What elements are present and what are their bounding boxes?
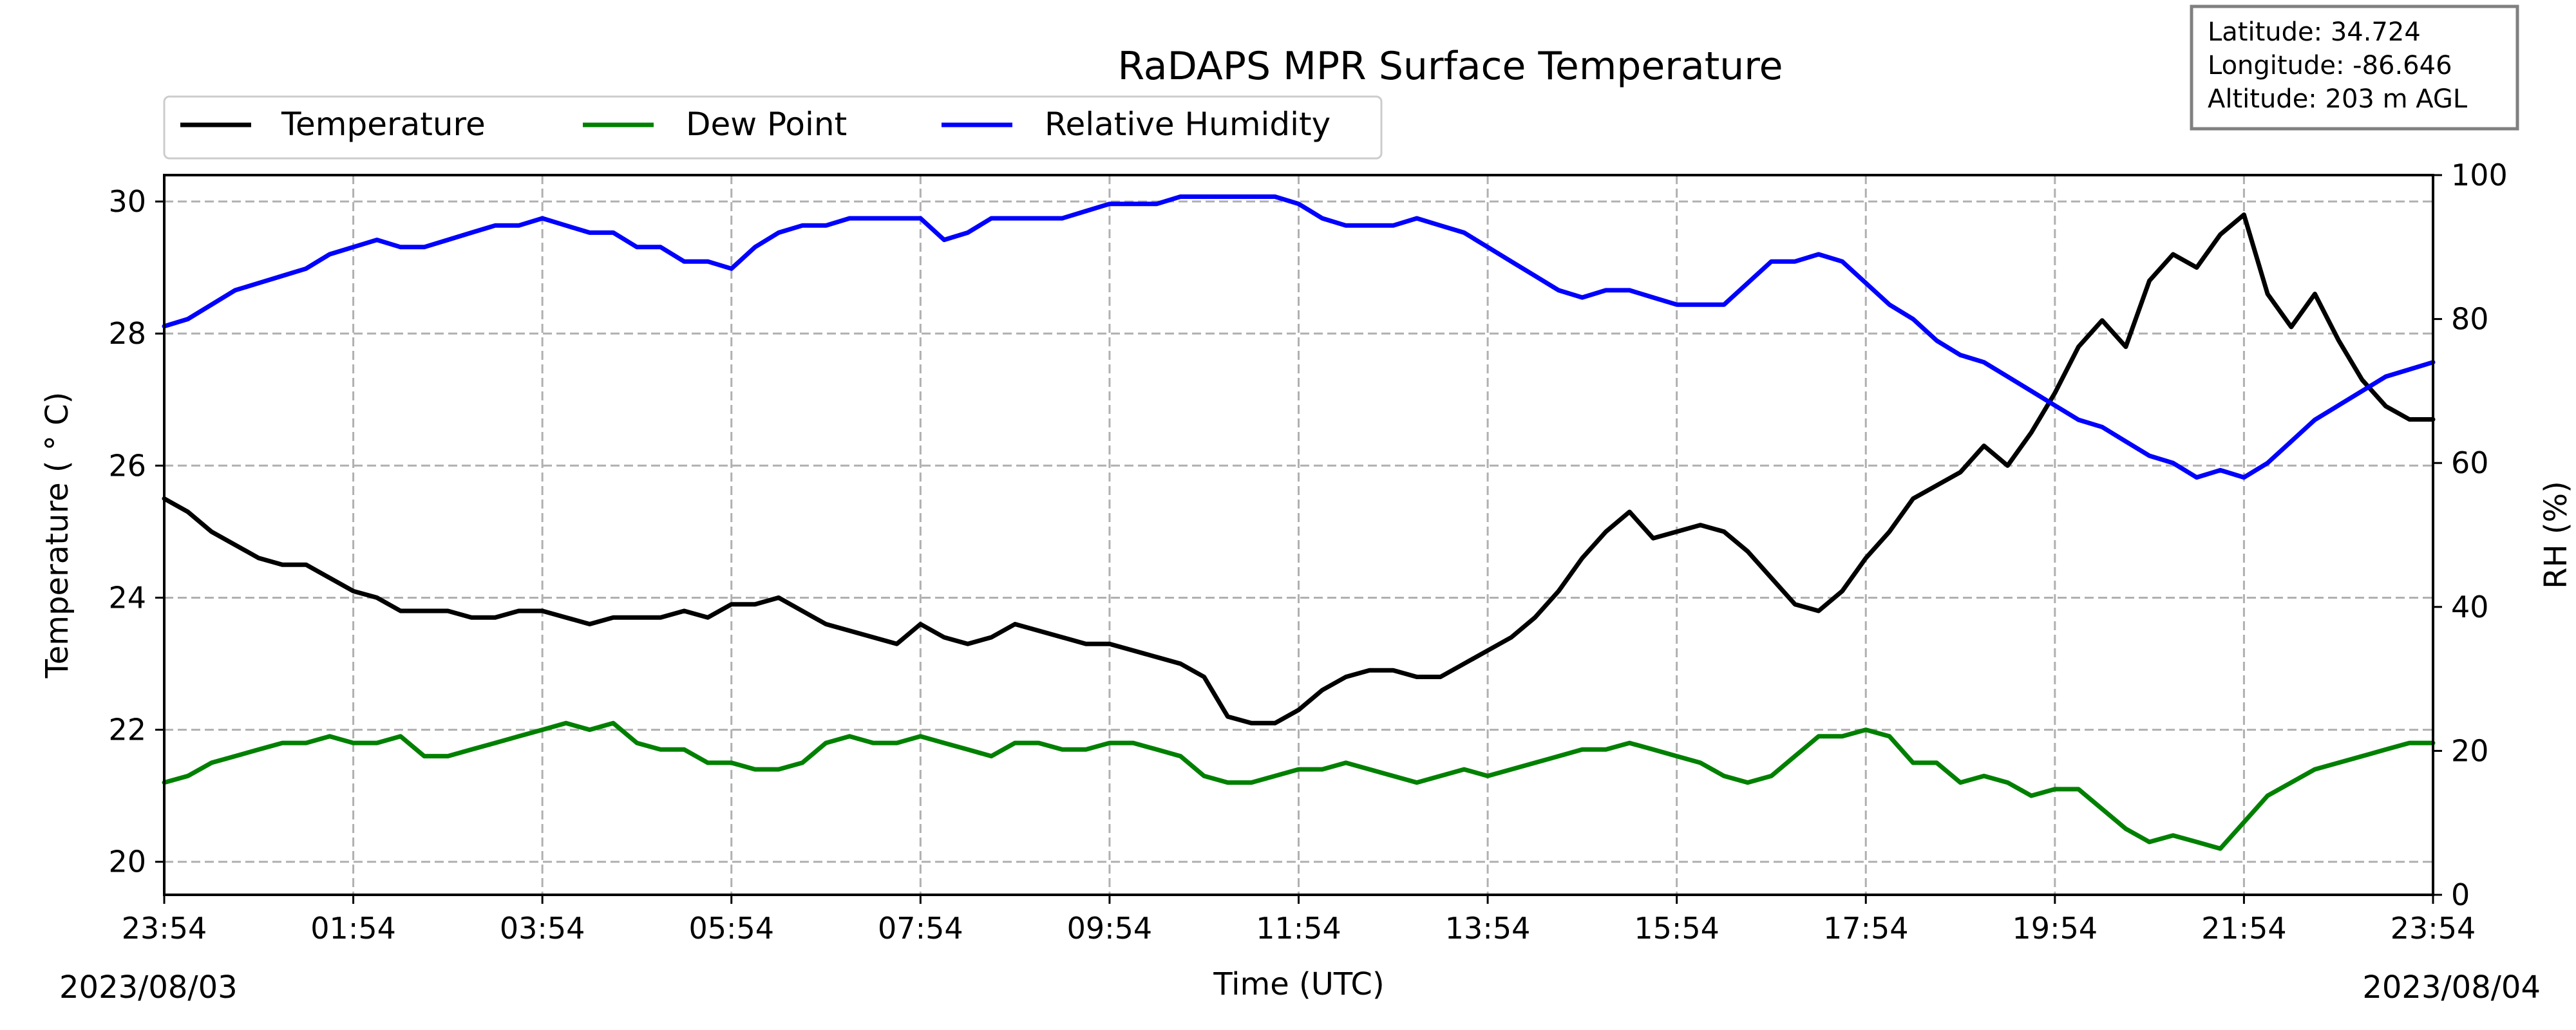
x-ticks: 23:54 01:54 03:54 05:54 07:54 09:54 11:54 13:54… — [122, 895, 2476, 946]
series-line-relative-humidity — [162, 194, 2436, 480]
legend-label-dew-point: Dew Point — [686, 106, 847, 143]
info-box: Latitude: 34.724 Longitude: -86.646 Alti… — [2190, 5, 2519, 131]
x-tick-label: 17:54 — [1823, 911, 1909, 946]
x-tick-label: 01:54 — [310, 911, 396, 946]
y2-tick-label: 80 — [2451, 302, 2489, 337]
end-date-label: 2023/08/04 — [2362, 969, 2541, 1006]
x-tick-label: 13:54 — [1445, 911, 1531, 946]
y2-tick-label: 60 — [2451, 445, 2489, 480]
info-box-frame — [2190, 5, 2519, 131]
series-line-dew-point — [162, 720, 2436, 851]
legend-label-relative-humidity: Relative Humidity — [1045, 106, 1331, 143]
legend: Temperature Dew Point Relative Humidity — [163, 95, 1383, 160]
y-tick-label: 24 — [108, 580, 146, 615]
info-latitude: Latitude: 34.724 — [2208, 17, 2421, 47]
series-lines — [162, 194, 2436, 851]
y2-tick-label: 20 — [2451, 733, 2489, 768]
left-y-ticks: 20 22 24 26 28 30 — [108, 184, 164, 879]
y2-tick-label: 0 — [2451, 877, 2470, 912]
y-tick-label: 26 — [108, 448, 146, 483]
x-tick-label: 03:54 — [500, 911, 585, 946]
series-line-temperature — [162, 212, 2436, 726]
x-tick-label: 19:54 — [2012, 911, 2098, 946]
y-tick-label: 20 — [108, 845, 146, 879]
y2-tick-label: 100 — [2451, 158, 2508, 192]
info-longitude: Longitude: -86.646 — [2208, 51, 2452, 80]
y-tick-label: 28 — [108, 316, 146, 351]
chart-title: RaDAPS MPR Surface Temperature — [1117, 44, 1783, 89]
x-tick-label: 23:54 — [2391, 911, 2476, 946]
right-y-ticks: 0 20 40 60 80 100 — [2433, 158, 2508, 912]
y2-tick-label: 40 — [2451, 590, 2489, 624]
x-axis-label: Time (UTC) — [1213, 966, 1384, 1002]
x-tick-label: 07:54 — [878, 911, 963, 946]
y-axis-label: Temperature ( ° C) — [39, 392, 75, 679]
x-tick-label: 05:54 — [688, 911, 774, 946]
x-tick-label: 21:54 — [2201, 911, 2287, 946]
x-tick-label: 11:54 — [1256, 911, 1341, 946]
x-tick-label: 15:54 — [1634, 911, 1719, 946]
y-tick-label: 22 — [108, 713, 146, 747]
start-date-label: 2023/08/03 — [59, 969, 238, 1006]
grid-lines — [164, 175, 2433, 895]
y2-axis-label: RH (%) — [2538, 481, 2574, 589]
info-altitude: Altitude: 203 m AGL — [2208, 84, 2468, 114]
x-tick-label: 09:54 — [1067, 911, 1153, 946]
y-tick-label: 30 — [108, 184, 146, 219]
x-tick-label: 23:54 — [122, 911, 207, 946]
legend-label-temperature: Temperature — [281, 106, 486, 143]
legend-frame — [163, 95, 1383, 160]
